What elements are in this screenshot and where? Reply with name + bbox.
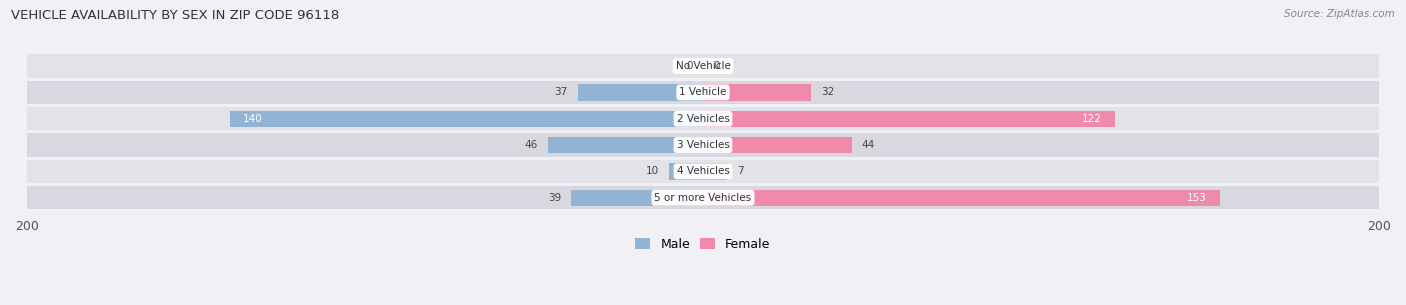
Text: 1 Vehicle: 1 Vehicle <box>679 88 727 97</box>
Text: 140: 140 <box>243 114 263 124</box>
Text: 0: 0 <box>686 61 693 71</box>
Bar <box>578 84 703 101</box>
Bar <box>27 107 1379 130</box>
Bar <box>703 163 727 180</box>
Text: 46: 46 <box>524 140 537 150</box>
Bar <box>703 137 852 153</box>
Text: 44: 44 <box>862 140 875 150</box>
Text: Source: ZipAtlas.com: Source: ZipAtlas.com <box>1284 9 1395 19</box>
Bar <box>703 189 1220 206</box>
Text: 2 Vehicles: 2 Vehicles <box>676 114 730 124</box>
Text: 7: 7 <box>737 167 744 176</box>
Text: VEHICLE AVAILABILITY BY SEX IN ZIP CODE 96118: VEHICLE AVAILABILITY BY SEX IN ZIP CODE … <box>11 9 339 22</box>
Bar <box>27 134 1379 157</box>
Text: No Vehicle: No Vehicle <box>675 61 731 71</box>
Text: 10: 10 <box>645 167 659 176</box>
Text: 153: 153 <box>1187 193 1206 203</box>
Text: 122: 122 <box>1083 114 1102 124</box>
Legend: Male, Female: Male, Female <box>636 238 770 251</box>
Text: 5 or more Vehicles: 5 or more Vehicles <box>654 193 752 203</box>
Bar <box>27 55 1379 78</box>
Bar <box>27 160 1379 183</box>
Bar <box>669 163 703 180</box>
Text: 3 Vehicles: 3 Vehicles <box>676 140 730 150</box>
Text: 32: 32 <box>821 88 835 97</box>
Bar <box>229 111 703 127</box>
Text: 39: 39 <box>548 193 561 203</box>
Bar <box>703 84 811 101</box>
Text: 0: 0 <box>713 61 720 71</box>
Bar <box>27 186 1379 209</box>
Bar <box>547 137 703 153</box>
Bar <box>571 189 703 206</box>
Text: 4 Vehicles: 4 Vehicles <box>676 167 730 176</box>
Bar <box>27 81 1379 104</box>
Bar <box>703 111 1115 127</box>
Text: 37: 37 <box>554 88 568 97</box>
